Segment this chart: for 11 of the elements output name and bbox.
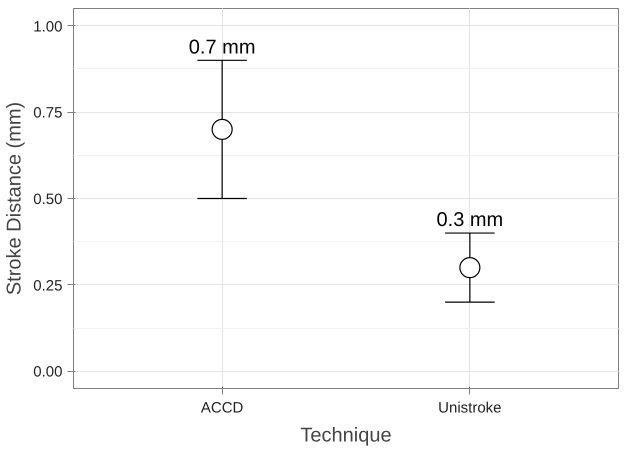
- x-axis-title: Technique: [300, 424, 392, 446]
- x-tick-label: ACCD: [200, 400, 244, 416]
- y-tick-label: 0.25: [33, 277, 63, 294]
- y-tick-label: 1.00: [33, 18, 63, 36]
- x-tick-label: Unistroke: [438, 400, 502, 416]
- y-axis-title: Stroke Distance (mm): [3, 102, 26, 296]
- y-tick-label: 0.75: [33, 104, 63, 122]
- data-label: 0.3 mm: [436, 209, 504, 232]
- y-tick-label: 0.50: [33, 191, 63, 208]
- data-label: 0.7 mm: [188, 36, 256, 58]
- y-tick-label: 0.00: [33, 364, 63, 381]
